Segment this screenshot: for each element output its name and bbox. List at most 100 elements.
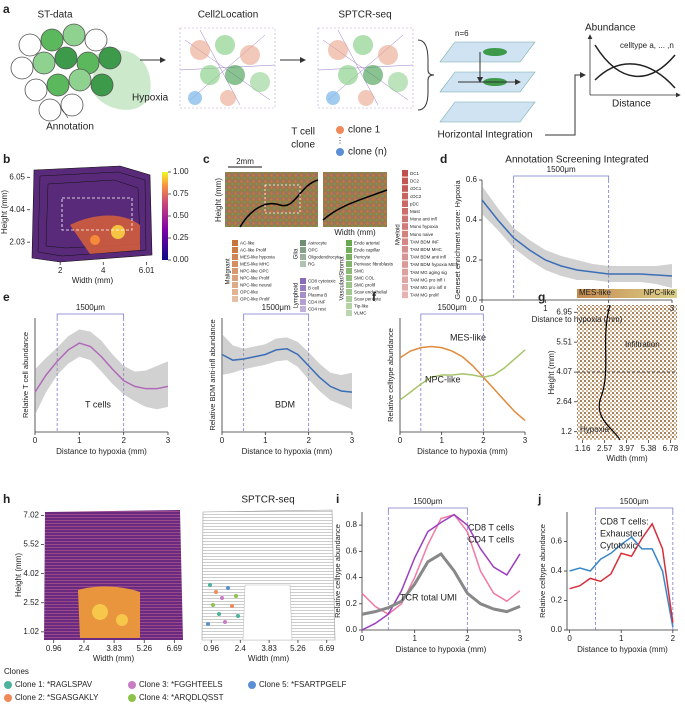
y-tick-label: 0.6 <box>346 546 358 555</box>
legend-swatch <box>300 306 306 312</box>
legend-label: Mono hypoxia <box>410 224 439 229</box>
legend-swatch <box>402 291 408 299</box>
step-label: ST-data <box>37 10 72 21</box>
legend-label: DC2 <box>410 179 419 184</box>
series-label: T cells <box>85 399 111 409</box>
legend-swatch <box>300 285 306 291</box>
x-tick-label: 0.96 <box>46 644 62 653</box>
legend-swatch <box>402 253 408 261</box>
legend-swatch <box>402 261 408 268</box>
legend-label: Mono anti infl <box>410 217 437 222</box>
series-label: BDM <box>275 399 295 409</box>
bracket-label: 1500μm <box>413 497 442 506</box>
legend-label: Clone 4: *ARQDLQSST <box>139 693 224 702</box>
panel-a-art: ⋮ <box>10 23 681 156</box>
axis-label: Distance to hypoxia (mm) <box>417 447 508 456</box>
x-tick-label: 3 <box>166 436 171 445</box>
legend-label: Astrocyte <box>308 241 327 246</box>
x-tick-label: 0 <box>33 436 38 445</box>
legend-label: Clone 2: *SGASGAKLY <box>15 693 99 702</box>
y-tick-label: 0.2 <box>346 599 358 608</box>
y-tick-label: 2.64 <box>556 397 572 406</box>
legend-swatch <box>232 268 238 274</box>
axis-label: Height (mm) <box>14 553 23 597</box>
bracket-label: 1500μm <box>620 497 649 506</box>
legend-label: OPC <box>308 248 319 253</box>
x-tick-label: 3 <box>518 634 523 643</box>
legend-label: AC-like Prolif <box>240 248 267 253</box>
y-tick-label: 7.02 <box>23 511 39 520</box>
x-tick-label: 4 <box>101 266 106 275</box>
legend-swatch <box>346 247 352 253</box>
legend-label: NPC-like OPC <box>240 269 270 274</box>
chart-title: Annotation Screening Integrated <box>505 155 648 166</box>
legend-swatch <box>402 185 408 192</box>
y-tick-label: 1.2 <box>561 427 573 436</box>
clone-dots <box>206 583 240 626</box>
colorbar-label: 0.25 <box>173 233 189 242</box>
legend-swatch <box>300 240 306 246</box>
colorbar-label: 0.00 <box>173 255 189 264</box>
legend-swatch <box>346 268 352 274</box>
x-tick-label: 3.97 <box>619 444 635 453</box>
legend-label: CD4 rest <box>308 307 327 312</box>
axis-label: Distance to hypoxia (mm) <box>532 315 623 324</box>
legend-label: Clone 3: *FGGHTEELS <box>139 680 223 689</box>
legend-label: Mast <box>410 209 421 214</box>
legend-swatch <box>402 230 408 238</box>
hypoxia-label: Hypoxia <box>132 93 169 104</box>
panel-a-labels: ST-data Cell2Location SPTCR-seq Hypoxia … <box>37 10 673 158</box>
legend-swatch <box>232 261 238 267</box>
x-tick-label: 0 <box>480 304 485 313</box>
legend-swatch <box>232 289 238 295</box>
panel-letter: j <box>537 492 541 506</box>
series-label: TCR total UMI <box>400 592 457 602</box>
legend-swatch <box>346 240 352 246</box>
legend-label: Pericyte <box>354 255 371 260</box>
legend-label: CD4 INF <box>308 300 326 305</box>
x-tick-label: 6.78 <box>663 444 679 453</box>
x-tick-label: 3 <box>350 436 355 445</box>
x-tick-label: 3 <box>523 436 528 445</box>
legend-label: OPC-like <box>240 290 258 295</box>
legend-group: Malignant <box>226 258 232 284</box>
y-tick-label: 0.2 <box>466 255 478 264</box>
panel-b-art <box>31 165 168 263</box>
x-tick-label: 2 <box>465 634 470 643</box>
static-text: 2mm Height (mm) Width (mm) MES-like NPC-… <box>214 157 675 506</box>
y-tick-label: 5.51 <box>556 337 572 346</box>
y-tick-label: 0.0 <box>466 295 478 304</box>
axis-label: Relative BDM anti-infl abundance <box>208 319 217 430</box>
legend-label: SMC COL <box>354 276 375 281</box>
line <box>569 536 674 628</box>
legend-swatch <box>248 681 256 689</box>
x-tick-label: 2 <box>121 436 126 445</box>
x-tick-label: 0 <box>567 634 572 643</box>
panel-letter: c <box>203 152 210 166</box>
legend-label: Tip-like <box>354 304 369 309</box>
x-tick-label: 1.16 <box>575 444 591 453</box>
legend-label: Clone 1: *RAGLSPAV <box>15 680 93 689</box>
series-label: CD4 T cells <box>468 534 515 544</box>
y-tick-label: 2.03 <box>9 237 25 246</box>
panel-letter: i <box>336 492 339 506</box>
legend-swatch <box>346 296 352 302</box>
legend-title: Clones <box>4 667 29 676</box>
legend-swatch <box>4 681 12 689</box>
legend-swatch <box>402 177 408 185</box>
gradient-label: MES-like <box>579 288 612 297</box>
series-label: CD8 T cells <box>468 522 515 532</box>
legend-label: TAM BDM INF <box>410 239 439 244</box>
legend-label: TAM BDM anti infl <box>410 255 446 260</box>
legend-label: TAM MG prolif <box>410 293 439 298</box>
legend-label: Oligodendrocyte <box>308 255 341 260</box>
legend-label: OPC-like Prolif <box>240 297 270 302</box>
x-tick-label: 5.26 <box>136 644 152 653</box>
legend-group: Glia <box>294 248 300 259</box>
axis-label: Abundance <box>585 23 636 34</box>
series-label: NPC-like <box>425 374 461 384</box>
legend-swatch <box>402 223 408 230</box>
x-tick-label: 2 <box>58 266 63 275</box>
axis-label: Width (mm) <box>334 228 376 237</box>
